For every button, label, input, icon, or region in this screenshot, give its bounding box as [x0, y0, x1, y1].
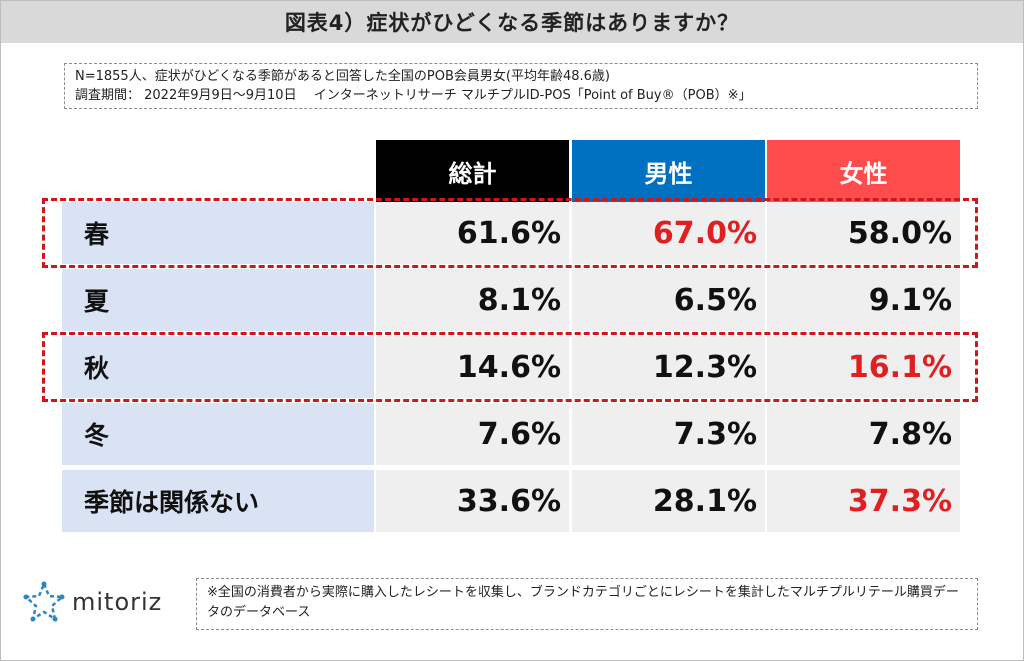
value-cell-female: 58.0% [767, 202, 960, 264]
row-label: 春 [62, 202, 374, 264]
column-header-total: 総計 [376, 140, 569, 202]
footer-note: ※全国の消費者から実際に購入したレシートを収集し、ブランドカテゴリごとにレシート… [207, 585, 959, 620]
value-cell-total: 61.6% [376, 202, 569, 264]
value-cell-female: 7.8% [767, 403, 960, 465]
value-cell-male: 12.3% [572, 336, 765, 398]
footer-note-box: ※全国の消費者から実際に購入したレシートを収集し、ブランドカテゴリごとにレシート… [196, 578, 978, 630]
column-header-male: 男性 [572, 140, 765, 202]
row-label: 秋 [62, 336, 374, 398]
survey-note-line-2: 調査期間： 2022年9月9日～9月10日 インターネットリサーチ マルチプルI… [75, 88, 752, 103]
mitoriz-logo: mitoriz [22, 580, 162, 624]
row-label: 季節は関係ない [62, 470, 374, 532]
value-cell-total: 33.6% [376, 470, 569, 532]
column-header-female: 女性 [767, 140, 960, 202]
row-label: 夏 [62, 269, 374, 331]
value-cell-total: 8.1% [376, 269, 569, 331]
row-label: 冬 [62, 403, 374, 465]
value-cell-total: 14.6% [376, 336, 569, 398]
figure-title: 図表4）症状がひどくなる季節はありますか？ [284, 11, 740, 35]
value-cell-female: 16.1% [767, 336, 960, 398]
mitoriz-logo-icon [22, 580, 66, 622]
value-cell-male: 7.3% [572, 403, 765, 465]
highlight-box [42, 198, 978, 268]
value-cell-total: 7.6% [376, 403, 569, 465]
value-cell-female: 37.3% [767, 470, 960, 532]
survey-note-line-1: N=1855人、症状がひどくなる季節があると回答した全国のPOB会員男女(平均年… [75, 69, 611, 84]
value-cell-male: 67.0% [572, 202, 765, 264]
value-cell-female: 9.1% [767, 269, 960, 331]
value-cell-male: 6.5% [572, 269, 765, 331]
logo-text: mitoriz [72, 588, 163, 616]
value-cell-male: 28.1% [572, 470, 765, 532]
title-bar: 図表4）症状がひどくなる季節はありますか？ [1, 1, 1023, 43]
survey-note-box: N=1855人、症状がひどくなる季節があると回答した全国のPOB会員男女(平均年… [64, 63, 978, 109]
highlight-box [42, 332, 978, 402]
